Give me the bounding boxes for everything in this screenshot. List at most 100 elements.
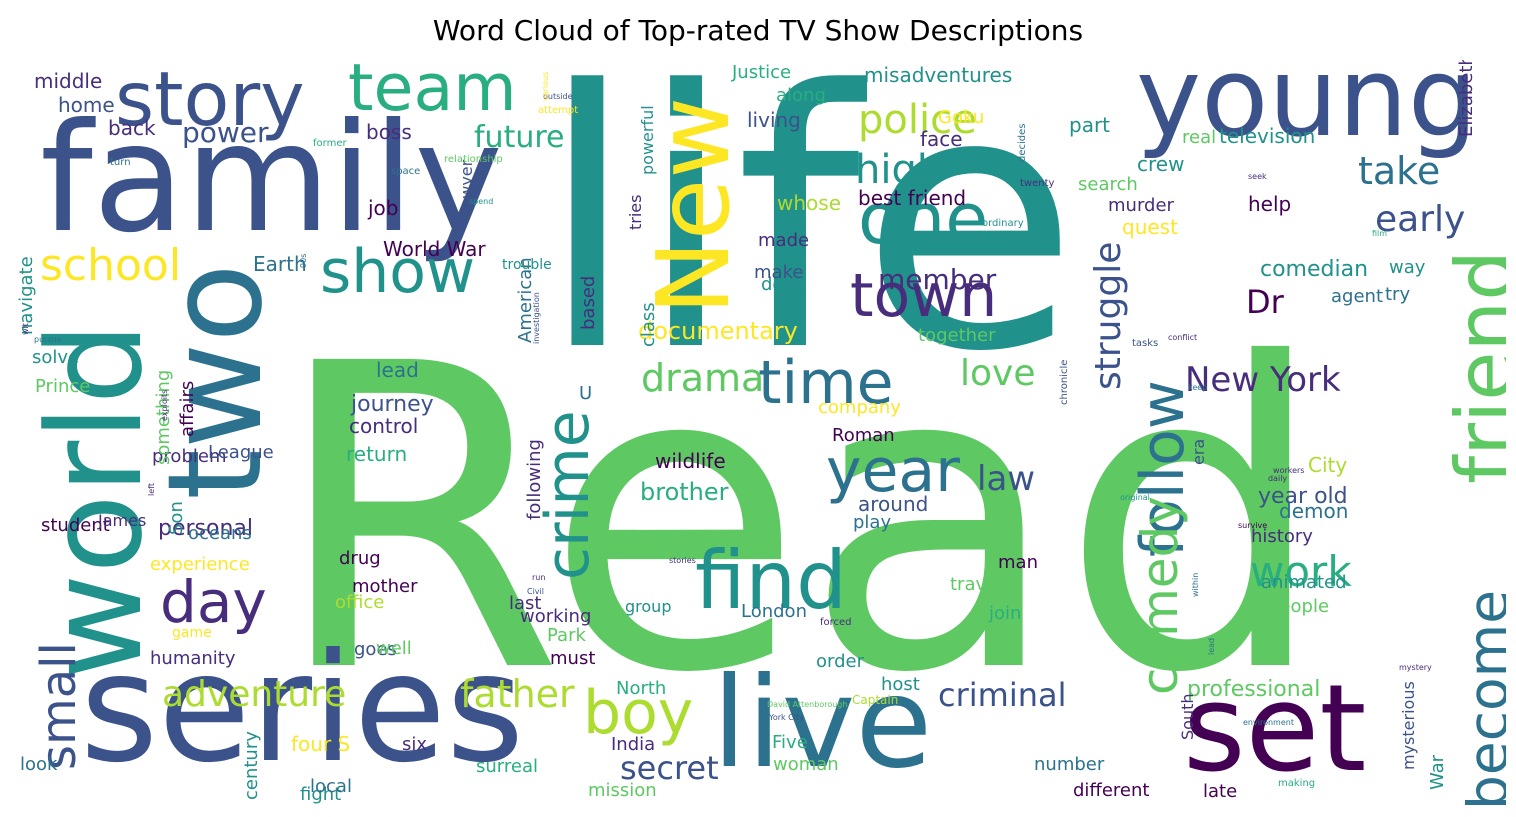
cloud-word: humanity [150,648,236,669]
cloud-word: York City [768,713,804,722]
cloud-word: power [182,116,269,149]
cloud-word: high [855,147,942,193]
cloud-word: different [1073,780,1149,801]
cloud-word: tries [626,195,645,230]
cloud-word: boy [583,678,693,748]
cloud-word: Elizabeth [1456,60,1477,137]
cloud-word: young [1136,60,1478,161]
cloud-word: original [1120,493,1150,502]
cloud-word: drama [641,356,764,400]
cloud-word: run [532,573,545,582]
cloud-word: comedian [1260,257,1368,282]
cloud-word: father [460,672,575,716]
cloud-word: journey [350,392,434,417]
cloud-word: deep [761,274,806,295]
cloud-word: man [998,552,1038,573]
cloud-word: decides [1017,124,1028,163]
cloud-word: following [524,439,545,520]
cloud-word: mother [352,576,418,597]
cloud-word: David Attenborough [767,700,847,709]
cloud-word: police [858,97,977,143]
cloud-word: life [538,60,1079,429]
cloud-word: time [758,348,894,418]
cloud-word: work [1250,547,1352,596]
cloud-word: navigate [16,256,37,335]
cloud-word: investigation [532,292,541,344]
cloud-word: Civil [527,587,544,596]
cloud-word: survive [1238,521,1267,530]
cloud-word: former [313,138,347,149]
cloud-word: along [776,85,826,106]
cloud-word: documentary [638,317,798,345]
cloud-word: murder [1108,195,1175,216]
cloud-word: six [402,734,427,755]
cloud-word: group [625,597,671,616]
cloud-word: crime [533,410,603,580]
cloud-word: join [988,603,1021,624]
cloud-word: try [1385,284,1410,305]
cloud-word: daily [1268,474,1287,483]
cloud-word: personal [158,516,253,541]
cloud-word: drug [339,548,381,569]
cloud-word: exploits [160,390,169,421]
cloud-word: made [758,230,809,251]
cloud-word: last [509,593,541,614]
cloud-word: year old [1258,484,1348,509]
cloud-word: woman [773,754,839,775]
cloud-word: agent [1331,286,1383,307]
cloud-word: people [1268,596,1329,617]
cloud-word: American [515,257,536,343]
cloud-word: love [960,353,1035,394]
cloud-word: part [1069,113,1110,137]
cloud-word: television [1219,124,1315,148]
cloud-word: New York [1185,360,1341,400]
cloud-word: James [97,511,146,530]
cloud-word: keep [1188,383,1207,392]
cloud-word: left [147,483,156,496]
cloud-word: stories [669,556,696,565]
cloud-word: control [349,414,418,438]
cloud-word: lead [1207,638,1216,655]
cloud-word: mystery [1399,663,1432,672]
cloud-word: India [611,734,655,755]
cloud-word: goes [354,639,397,660]
cloud-word: something [153,370,174,465]
cloud-word: Goku [938,107,984,128]
cloud-word: lead [376,358,419,382]
cloud-word: girl [426,503,455,524]
cloud-word: four S [291,732,350,756]
cloud-word: day [160,568,267,636]
cloud-word: adventure [162,674,346,715]
cloud-word: company [818,397,901,418]
cloud-word: conflict [1168,333,1197,342]
cloud-word: working [520,606,591,627]
cloud-word: ordinary [982,218,1024,229]
cloud-word: number [1034,754,1105,775]
cloud-word: North [616,678,666,699]
cloud-word: way [1389,257,1426,278]
cloud-word: around [858,492,928,516]
cloud-word: Captain [852,693,898,707]
cloud-word: late [1203,781,1237,802]
cloud-word: whose [777,191,841,215]
cloud-word: within [1191,573,1200,597]
cloud-word: together [918,325,996,346]
cloud-word: one [858,178,988,260]
cloud-word: become [1456,590,1506,810]
cloud-word: Prince [35,376,90,397]
cloud-word: lawyer [457,159,476,213]
cloud-word: making [1278,778,1315,789]
cloud-word: New [635,97,752,315]
cloud-word: South [1178,694,1197,741]
cloud-word: game [172,625,212,641]
cloud-word: struggle [1088,242,1129,390]
cloud-word: U [579,383,592,404]
cloud-word: oceans [188,523,252,544]
cloud-word: small [31,642,87,770]
cloud-word: future [474,120,564,155]
cloud-word: quest [1122,215,1178,239]
cloud-word: search [1078,174,1138,195]
cloud-word: turn [110,157,131,168]
cloud-word: office [335,592,384,613]
